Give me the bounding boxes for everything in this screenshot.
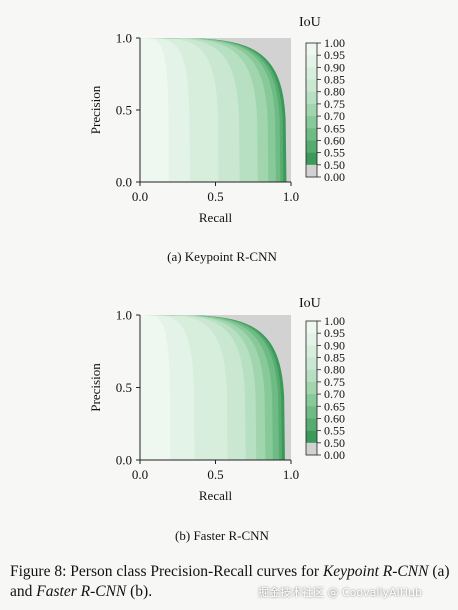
colorbar-tick-label: 0.50 xyxy=(324,436,345,450)
colorbar-band-0-60 xyxy=(306,406,317,419)
colorbar-tick-label: 0.90 xyxy=(324,338,345,352)
y-tick-label: 1.0 xyxy=(116,308,132,323)
x-tick-label: 0.0 xyxy=(132,189,148,204)
figure-caption: Figure 8: Person class Precision-Recall … xyxy=(10,562,450,602)
colorbar-band-0-65 xyxy=(306,116,317,129)
colorbar-tick-label: 0.80 xyxy=(324,85,345,99)
colorbar-band-0-50 xyxy=(306,152,317,166)
pr-area-iou-0-95 xyxy=(140,38,169,182)
y-tick-label: 0.5 xyxy=(116,103,132,118)
colorbar-tick-label: 0.80 xyxy=(324,363,345,377)
colorbar-tick-label: 0.55 xyxy=(324,146,345,160)
colorbar-tick-label: 0.85 xyxy=(324,351,345,365)
chart-panel-1: 0.00.51.00.0 0.5 1.0RecallPrecision1.000.9… xyxy=(88,296,345,543)
panel-label: (a) Keypoint R-CNN xyxy=(167,249,277,264)
colorbar-tick-label: 0.90 xyxy=(324,60,345,74)
colorbar-frame xyxy=(305,320,318,456)
colorbar-band-0-75 xyxy=(306,91,317,105)
x-tick-label: 1.0 xyxy=(283,467,299,482)
pr-area-iou-0-95 xyxy=(140,315,171,460)
colorbar-title: IoU xyxy=(299,296,321,311)
colorbar-tick-label: 0.85 xyxy=(324,73,345,87)
watermark: 掘金技术社区 @ CoovallyAIHub xyxy=(258,586,423,599)
colorbar-band-0-70 xyxy=(306,103,317,117)
colorbar-band-0-65 xyxy=(306,394,317,407)
x-axis-label: Recall xyxy=(199,488,233,503)
colorbar-band-0-85 xyxy=(306,345,317,358)
chart-panel-0: 0.00.51.00.0 0.5 1.0RecallPrecision1.000.9… xyxy=(88,15,345,264)
pr-areas xyxy=(140,315,291,460)
pr-areas xyxy=(140,38,291,182)
x-axis-label: Recall xyxy=(199,210,233,225)
caption-text-1: Person class Precision-Recall curves for xyxy=(70,563,320,580)
colorbar-band-0-50 xyxy=(306,430,317,444)
x-tick-label: 0.5 xyxy=(207,467,223,482)
x-tick-label: 1.0 xyxy=(283,189,299,204)
colorbar-tick-label: 0.00 xyxy=(324,448,345,462)
y-tick-label: 0.0 xyxy=(116,175,132,190)
colorbar-band-0-75 xyxy=(306,369,317,383)
colorbar-tick-label: 0.70 xyxy=(324,109,345,123)
colorbar-band-0-00 xyxy=(306,164,317,178)
colorbar-tick-label: 0.75 xyxy=(324,97,345,111)
colorbar-tick-label: 0.60 xyxy=(324,411,345,425)
y-axis-label: Precision xyxy=(88,363,103,412)
colorbar-band-0-80 xyxy=(306,79,317,93)
x-tick-label: 0.5 xyxy=(207,189,223,204)
colorbar-band-0-55 xyxy=(306,140,317,153)
y-tick-label: 0.5 xyxy=(116,380,132,395)
y-axis-label: Precision xyxy=(88,85,103,134)
colorbar-band-0-00 xyxy=(306,442,317,456)
colorbar-tick-label: 0.95 xyxy=(324,326,345,340)
colorbar-title: IoU xyxy=(299,15,321,30)
colorbar-tick-label: 0.65 xyxy=(324,121,345,135)
caption-model-b: Faster R-CNN xyxy=(36,583,127,600)
figure: 0.00.51.00.0 0.5 1.0RecallPrecision1.000.9… xyxy=(88,15,345,543)
colorbar-band-0-95 xyxy=(306,43,317,56)
colorbar-band-0-90 xyxy=(306,333,317,346)
colorbar-band-0-55 xyxy=(306,418,317,431)
colorbar-tick-label: 0.55 xyxy=(324,424,345,438)
colorbar-tick-label: 1.00 xyxy=(324,36,345,50)
colorbar-tick-label: 0.50 xyxy=(324,158,345,172)
colorbar-band-0-70 xyxy=(306,381,317,395)
colorbar-frame xyxy=(305,42,318,178)
colorbar-tick-label: 0.75 xyxy=(324,375,345,389)
y-tick-label: 1.0 xyxy=(116,31,132,46)
figure-number: Figure 8: xyxy=(10,563,67,580)
colorbar: 1.000.950.900.850.800.750.700.650.600.55… xyxy=(299,296,345,462)
panel-label: (b) Faster R-CNN xyxy=(175,528,269,543)
colorbar-band-0-95 xyxy=(306,321,317,334)
colorbar-tick-label: 0.60 xyxy=(324,133,345,147)
colorbar-tick-label: 0.00 xyxy=(324,170,345,184)
caption-text-3: (b). xyxy=(130,583,153,600)
caption-text-2: (a) and xyxy=(10,563,450,600)
colorbar-band-0-90 xyxy=(306,55,317,68)
x-tick-label: 0.0 xyxy=(132,467,148,482)
colorbar-tick-label: 0.70 xyxy=(324,387,345,401)
caption-model-a: Keypoint R-CNN xyxy=(322,563,429,580)
colorbar-tick-label: 0.65 xyxy=(324,399,345,413)
colorbar-band-0-80 xyxy=(306,357,317,371)
colorbar-tick-label: 1.00 xyxy=(324,314,345,328)
y-tick-label: 0.0 xyxy=(116,453,132,468)
colorbar-tick-label: 0.95 xyxy=(324,48,345,62)
colorbar: 1.000.950.900.850.800.750.700.650.600.55… xyxy=(299,15,345,184)
colorbar-band-0-85 xyxy=(306,67,317,80)
colorbar-band-0-60 xyxy=(306,128,317,141)
